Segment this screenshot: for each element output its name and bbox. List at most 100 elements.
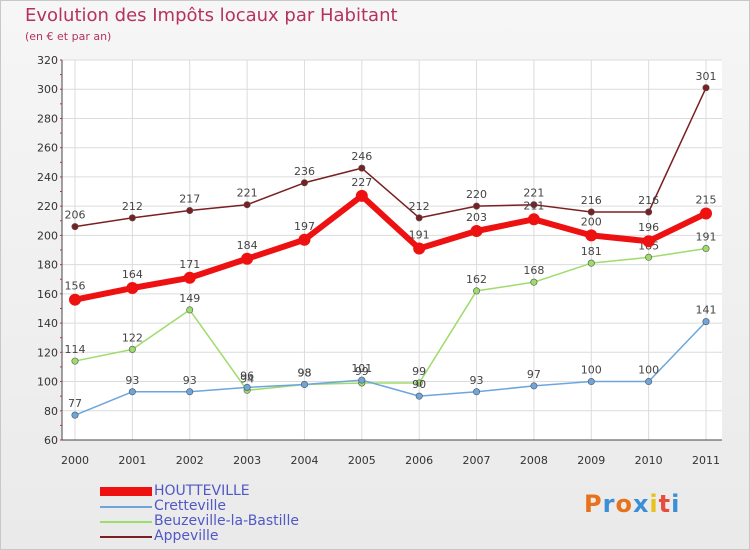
data-label: 141 — [696, 304, 717, 317]
data-point — [702, 318, 710, 326]
data-point — [530, 201, 538, 209]
data-point — [298, 233, 311, 246]
data-point — [530, 382, 538, 390]
data-label: 215 — [696, 193, 717, 206]
series-line-beuzeville-la-bastille — [74, 247, 707, 392]
data-label: 236 — [294, 165, 315, 178]
data-point — [69, 293, 81, 306]
x-tick-label: 2001 — [118, 454, 146, 467]
y-tick-label: 200 — [37, 229, 58, 242]
legend-swatch-beuzeville — [100, 521, 152, 523]
data-label: 246 — [351, 150, 372, 163]
data-point — [470, 225, 483, 237]
data-label: 196 — [638, 221, 659, 234]
data-label: 197 — [294, 220, 315, 233]
plot-area — [62, 60, 722, 440]
data-label: 149 — [179, 292, 200, 305]
y-tick-label: 240 — [37, 171, 58, 184]
y-tick-label: 100 — [37, 376, 58, 389]
data-label: 221 — [523, 187, 544, 200]
data-point — [587, 259, 595, 267]
logo-letter: i — [649, 490, 659, 518]
y-tick-label: 320 — [37, 54, 58, 67]
data-point — [71, 223, 79, 231]
data-label: 221 — [237, 187, 258, 200]
data-point — [415, 379, 423, 387]
data-point — [645, 208, 653, 216]
data-label: 77 — [68, 397, 82, 410]
legend-swatch-houtteville — [100, 487, 152, 496]
data-label: 203 — [466, 211, 487, 224]
x-tick-label: 2000 — [61, 454, 89, 467]
y-tick-label: 160 — [37, 288, 58, 301]
data-point — [186, 388, 194, 396]
data-label: 200 — [581, 215, 602, 228]
data-point — [415, 392, 423, 400]
data-label: 99 — [355, 365, 369, 378]
data-point — [585, 229, 598, 242]
data-label: 101 — [351, 362, 372, 375]
data-label: 90 — [412, 378, 426, 391]
data-label: 98 — [297, 366, 311, 379]
x-tick-label: 2005 — [348, 454, 376, 467]
series-line-cretteville — [74, 321, 707, 416]
logo-letter: x — [632, 490, 650, 518]
data-label: 114 — [65, 343, 86, 356]
data-point — [128, 345, 136, 353]
data-label: 217 — [179, 193, 200, 206]
data-point — [243, 383, 251, 391]
data-label: 212 — [122, 200, 143, 213]
data-point — [71, 411, 79, 419]
x-tick-label: 2007 — [463, 454, 491, 467]
data-point — [700, 207, 712, 220]
y-tick-label: 140 — [37, 317, 58, 330]
x-tick-label: 2011 — [692, 454, 720, 467]
data-point — [473, 202, 481, 210]
data-label: 206 — [65, 209, 86, 222]
data-label: 191 — [409, 229, 430, 242]
data-point — [645, 253, 653, 261]
data-point — [702, 84, 710, 92]
legend-swatch-appeville — [100, 536, 152, 538]
logo-letter: i — [671, 490, 681, 518]
data-label: 171 — [179, 258, 200, 271]
data-label: 191 — [696, 231, 717, 244]
y-tick-label: 220 — [37, 200, 58, 213]
logo-letter: P — [584, 490, 603, 518]
data-label: 93 — [470, 374, 484, 387]
data-point — [128, 388, 136, 396]
data-label: 162 — [466, 273, 487, 286]
legend-swatch-cretteville — [100, 506, 152, 508]
data-point — [183, 271, 196, 284]
data-label: 216 — [638, 194, 659, 207]
x-tick-label: 2009 — [577, 454, 605, 467]
y-tick-label: 80 — [44, 405, 58, 418]
x-tick-label: 2008 — [520, 454, 548, 467]
data-label: 227 — [351, 176, 372, 189]
legend-label-beuzeville: Beuzeville-la-Bastille — [154, 513, 299, 529]
data-point — [530, 278, 538, 286]
data-label: 216 — [581, 194, 602, 207]
data-label: 181 — [581, 245, 602, 258]
series-line-houtteville — [74, 192, 708, 303]
data-point — [587, 378, 595, 386]
legend-label-appeville: Appeville — [154, 528, 219, 544]
data-point — [186, 207, 194, 215]
proxiti-logo: Proxiti — [584, 490, 680, 518]
legend-label-cretteville: Cretteville — [154, 498, 226, 514]
data-label: 164 — [122, 268, 143, 281]
x-tick-label: 2006 — [405, 454, 433, 467]
y-tick-label: 280 — [37, 112, 58, 125]
data-label: 100 — [581, 364, 602, 377]
y-tick-label: 180 — [37, 259, 58, 272]
data-label: 168 — [523, 264, 544, 277]
x-tick-label: 2010 — [635, 454, 663, 467]
data-point — [300, 179, 308, 187]
y-tick-label: 300 — [37, 83, 58, 96]
x-tick-label: 2004 — [290, 454, 318, 467]
data-label: 122 — [122, 331, 143, 344]
y-tick-label: 60 — [44, 434, 58, 447]
data-point — [71, 357, 79, 365]
chart-subtitle: (en € et par an) — [25, 30, 112, 43]
data-point — [300, 380, 308, 388]
